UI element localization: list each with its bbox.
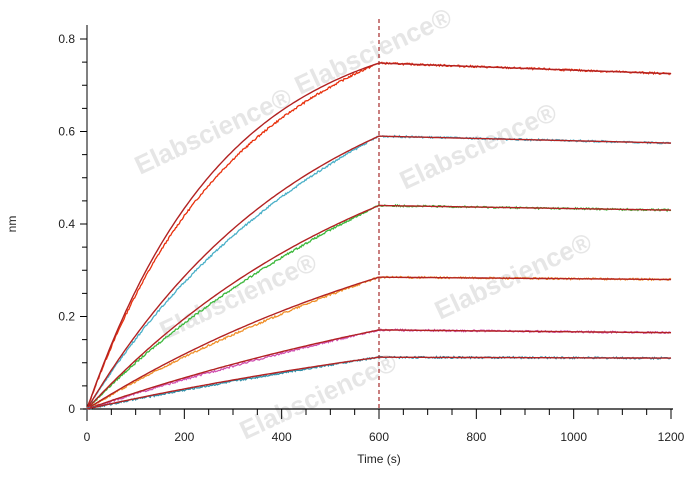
y-tick-label: 0 xyxy=(68,402,75,416)
fit-curve-3 xyxy=(86,204,671,410)
fit-curve-4 xyxy=(86,276,671,410)
y-axis-title: nm xyxy=(5,216,19,233)
x-tick-label: 400 xyxy=(272,430,292,444)
fit-curve-1 xyxy=(86,62,672,410)
watermark: Elabscience® xyxy=(130,82,296,181)
x-tick-label: 1000 xyxy=(560,430,587,444)
y-tick-label: 0.8 xyxy=(58,32,75,46)
watermark: Elabscience® xyxy=(155,247,321,346)
axes: 0 200 400 600 800 1000 1200 0 0.2 0.4 0.6 0.8 xyxy=(58,19,685,444)
y-tick-label: 0.6 xyxy=(58,125,75,139)
fit-curve-5 xyxy=(86,329,671,410)
watermark: Elabscience® xyxy=(290,2,456,101)
y-tick-label: 0.2 xyxy=(58,310,75,324)
plot-area xyxy=(86,61,672,411)
fit-curve-6 xyxy=(86,356,671,410)
y-tick-label: 0.4 xyxy=(58,217,75,231)
x-tick-label: 800 xyxy=(466,430,486,444)
watermark: Elabscience® xyxy=(430,227,596,326)
x-tick-label: 1200 xyxy=(658,430,685,444)
x-tick-label: 0 xyxy=(84,430,91,444)
x-tick-label: 200 xyxy=(174,430,194,444)
x-tick-label: 600 xyxy=(369,430,389,444)
watermark: Elabscience® xyxy=(395,97,561,196)
fit-curve-2 xyxy=(86,135,672,410)
x-axis-title: Time (s) xyxy=(357,452,401,466)
